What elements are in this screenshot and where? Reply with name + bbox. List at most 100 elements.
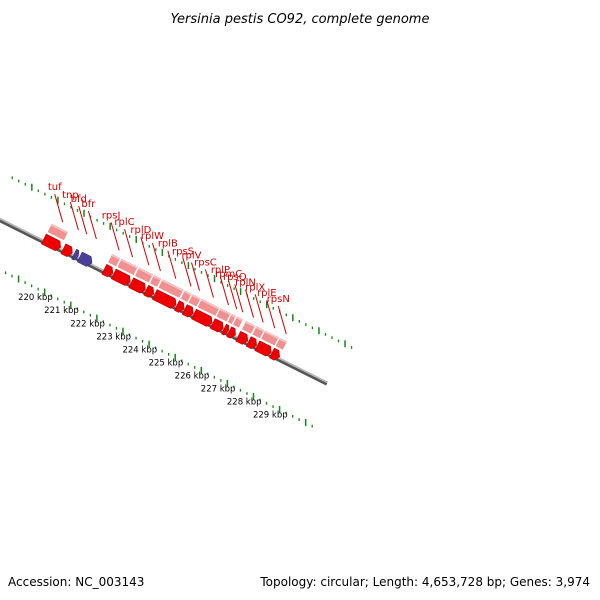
scale-label: 225 kbp [149, 358, 184, 368]
gene-label-rplC: rplC [114, 217, 134, 228]
gene-label-rplE: rplE [257, 288, 277, 299]
gene-leader-bfr [87, 210, 97, 240]
gene-band-rplX [251, 325, 266, 340]
gene-leader-rplV [191, 262, 200, 291]
gene-label-rplV: rplV [181, 251, 201, 262]
gene-band-highlight [111, 254, 121, 260]
gene-label-bfr: bfr [81, 199, 96, 210]
gc-content-upper-track [11, 176, 353, 349]
gene-label-rplD: rplD [130, 225, 151, 236]
gene-band-highlight [219, 308, 231, 316]
scale-label: 223 kbp [96, 332, 131, 342]
gene-band-highlight [120, 258, 138, 269]
gene-arrow-rplP [209, 318, 224, 333]
gene-band-highlight [152, 275, 162, 281]
gene-band-highlight [200, 298, 220, 310]
scale-labels: 220 kbp 221 kbp 222 kbp 223 kbp 224 kbp 225 k… [18, 293, 288, 420]
gene-arrow-track [40, 233, 280, 361]
scale-label: 220 kbp [18, 293, 53, 303]
gene-band-rpsC [196, 297, 221, 317]
gene-label-rplX: rplX [245, 282, 265, 293]
scale-label: 222 kbp [70, 319, 105, 329]
gene-leader-rplP [219, 276, 229, 306]
gene-band-highlight [161, 279, 184, 292]
gene-label-rplB: rplB [158, 239, 178, 250]
gene-label-rpmC: rpmC [215, 269, 242, 280]
gene-band-rplC [116, 257, 139, 277]
gene-band-highlight [137, 267, 154, 277]
gene-band-rplE [260, 329, 280, 347]
scale-label: 228 kbp [227, 398, 262, 408]
gene-arrow-rplB [151, 289, 177, 309]
gene-arrow-tuf [40, 233, 61, 252]
gene-arrow-rplX [245, 336, 257, 350]
gene-label-rpsN: rpsN [267, 294, 290, 305]
gene-label-rpsS: rpsS [172, 246, 194, 257]
gene-band-rplV [187, 293, 202, 308]
gene-label-rpsC: rpsC [194, 258, 217, 269]
gene-leader-rpmC [228, 281, 238, 310]
gene-arrow-rpsC [191, 308, 213, 327]
scale-label: 221 kbp [44, 306, 79, 316]
gene-band-rplD [133, 266, 154, 284]
gene-arrow-bfd [71, 248, 80, 261]
scale-label: 226 kbp [175, 371, 210, 381]
scale-label: 227 kbp [201, 385, 236, 395]
gene-leader-rplC [124, 228, 134, 258]
gene-leader-rpsJ [110, 222, 120, 251]
gene-band-rplP [215, 307, 232, 323]
gene-leader-rplB [167, 250, 177, 279]
gene-label-rplW: rplW [141, 231, 164, 242]
gene-leader-rpsS [182, 258, 192, 287]
scale-label: 229 kbp [253, 411, 288, 421]
gene-arrow-rplN [235, 330, 249, 345]
gene-label-rplP: rplP [211, 265, 230, 276]
gene-arrow-rplV [181, 304, 194, 318]
gene-leader-rpsQ [234, 284, 244, 313]
gene-arrow-rplD [128, 277, 146, 294]
gene-leader-rplN [245, 289, 254, 318]
gene-arrow-rpsQ [226, 326, 236, 339]
gene-leader-rplX [254, 294, 264, 323]
gene-leader-rpsC [204, 269, 214, 298]
gene-arrow-rpsN [269, 347, 280, 361]
gene-arrow-bfr [76, 251, 93, 267]
gene-band-highlight [244, 321, 256, 328]
gene-label-rpsJ: rpsJ [102, 210, 121, 221]
gene-arrow-rpsS [174, 300, 185, 313]
gene-arrow-rplW [143, 284, 155, 298]
gene-arrow-rplC [110, 268, 131, 286]
gene-leader-rpsN [277, 305, 287, 335]
gene-arrow-tnp [60, 243, 73, 257]
gene-labels: tuftnpbfdbfrrpsJrplCrplDrplWrplBrpsSrplV… [48, 182, 290, 335]
gene-leader-bfd [78, 206, 88, 235]
map-title: Yersinia pestis CO92, complete genome [171, 12, 430, 27]
gene-label-rpsQ: rpsQ [223, 272, 247, 283]
gene-arrow-rpmC [221, 323, 230, 336]
gene-label-bfd: bfd [71, 194, 87, 205]
gene-leader-rplD [140, 237, 150, 266]
gc-content-lower-track [4, 271, 313, 428]
gene-band-highlight [278, 337, 288, 344]
gene-band-highlight [235, 316, 244, 322]
gene-arrow-rpsJ [101, 263, 114, 278]
gene-band-rpsJ [107, 253, 122, 268]
gene-leader-tuf [54, 194, 64, 223]
gene-band-highlight [191, 294, 201, 301]
accession-text: Accession: NC_003143 [8, 575, 145, 589]
gene-label-tnp: tnp [62, 190, 79, 201]
gene-band-highlight [255, 326, 265, 332]
gene-label-tuf: tuf [48, 182, 62, 193]
gene-band-tuf [46, 222, 70, 242]
gene-band-rplB [157, 278, 185, 299]
gene-band-highlight [183, 290, 192, 296]
gene-band-highlight [50, 223, 69, 234]
gene-band-highlight [264, 330, 279, 340]
topology-summary: Topology: circular; Length: 4,653,728 bp… [260, 575, 590, 589]
gene-band-highlight [230, 313, 237, 318]
gene-leader-rplW [151, 242, 161, 272]
gene-leader-tnp [69, 201, 79, 231]
gene-leader-rplE [266, 300, 276, 329]
scale-label: 224 kbp [122, 345, 157, 355]
